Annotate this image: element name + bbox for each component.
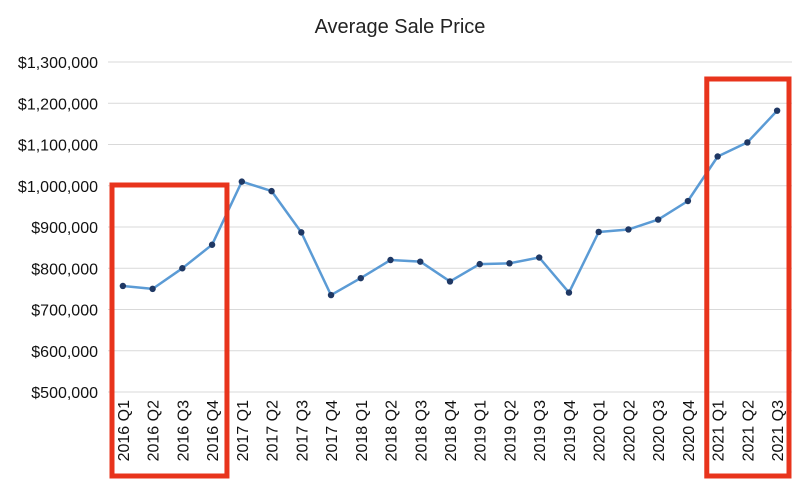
y-tick-label: $600,000 <box>31 344 98 361</box>
x-tick-label: 2020 Q4 <box>681 400 698 461</box>
x-tick-label: 2016 Q2 <box>146 400 163 461</box>
x-tick-label: 2018 Q3 <box>413 400 430 461</box>
data-point <box>298 229 305 236</box>
x-tick-label: 2017 Q2 <box>265 400 282 461</box>
y-tick-label: $500,000 <box>31 385 98 402</box>
x-tick-label: 2018 Q1 <box>354 400 371 461</box>
x-tick-label: 2019 Q2 <box>502 400 519 461</box>
x-tick-label: 2020 Q3 <box>651 400 668 461</box>
x-axis-ticks: 2016 Q1 2016 Q2 2016 Q3 2016 Q4 2017 Q1 2017 … <box>116 400 787 461</box>
y-tick-label: $1,300,000 <box>18 55 98 72</box>
data-point <box>536 254 543 261</box>
x-tick-label: 2020 Q2 <box>621 400 638 461</box>
series-line <box>122 109 779 297</box>
x-tick-label: 2019 Q3 <box>532 400 549 461</box>
gridlines <box>108 61 792 393</box>
x-tick-label: 2021 Q2 <box>740 400 757 461</box>
data-point <box>179 265 186 272</box>
data-point <box>149 285 156 293</box>
x-tick-label: 2018 Q2 <box>384 400 401 461</box>
x-tick-label: 2019 Q1 <box>473 400 490 461</box>
data-point <box>744 139 751 146</box>
y-tick-label: $1,100,000 <box>18 138 98 155</box>
data-point <box>446 278 454 285</box>
data-point <box>357 274 364 282</box>
x-tick-label: 2017 Q4 <box>324 400 341 461</box>
data-point <box>327 291 335 299</box>
x-tick-label: 2016 Q4 <box>205 400 222 461</box>
y-tick-label: $700,000 <box>31 303 98 320</box>
data-point <box>714 153 721 160</box>
x-tick-label: 2021 Q1 <box>711 400 728 461</box>
data-point <box>773 107 781 114</box>
data-point <box>417 258 424 265</box>
data-points <box>119 107 781 299</box>
x-tick-label: 2017 Q1 <box>235 400 252 461</box>
y-tick-label: $900,000 <box>31 220 98 237</box>
chart-title: Average Sale Price <box>315 16 486 38</box>
data-point <box>208 241 216 248</box>
data-point <box>476 260 483 268</box>
y-tick-label: $1,000,000 <box>18 179 98 196</box>
data-point <box>625 226 632 233</box>
data-point <box>654 216 662 223</box>
series-line-layer <box>122 109 779 297</box>
data-point <box>238 178 246 185</box>
x-tick-label: 2016 Q3 <box>175 400 192 461</box>
data-point <box>387 256 394 264</box>
highlight-box <box>704 76 792 479</box>
x-tick-label: 2019 Q4 <box>562 400 579 461</box>
y-tick-label: $1,200,000 <box>18 96 98 113</box>
data-point <box>506 260 513 267</box>
highlight-boxes <box>109 76 792 479</box>
x-tick-label: 2016 Q1 <box>116 400 133 461</box>
y-tick-label: $800,000 <box>31 261 98 278</box>
x-tick-label: 2017 Q3 <box>294 400 311 461</box>
highlight-box <box>109 182 230 479</box>
x-tick-label: 2018 Q4 <box>443 400 460 461</box>
x-tick-label: 2020 Q1 <box>592 400 609 461</box>
data-point <box>684 197 692 205</box>
data-point <box>565 289 573 296</box>
data-point <box>268 187 275 195</box>
data-point <box>595 228 602 236</box>
y-axis-ticks: $500,000 $600,000 $700,000 $800,000 $900,000… <box>18 55 98 402</box>
x-tick-label: 2021 Q3 <box>770 400 787 461</box>
data-point <box>119 282 127 290</box>
